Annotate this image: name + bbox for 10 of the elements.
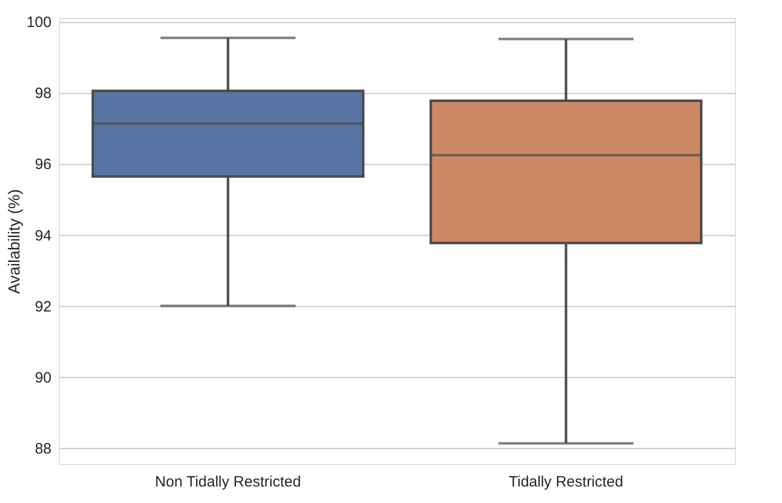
y-tick-label: 94: [34, 227, 52, 244]
y-tick-label: 98: [34, 85, 52, 102]
y-tick-label: 92: [34, 298, 52, 316]
y-tick-label: 88: [34, 440, 52, 458]
y-tick-label: 96: [34, 156, 52, 174]
y-axis-title: Availability (%): [6, 189, 24, 294]
y-tick-label: 90: [34, 369, 52, 386]
x-tick-label: Tidally Restricted: [508, 474, 624, 490]
x-tick-label: Non Tidally Restricted: [155, 474, 301, 490]
y-tick-label: 100: [26, 14, 52, 32]
